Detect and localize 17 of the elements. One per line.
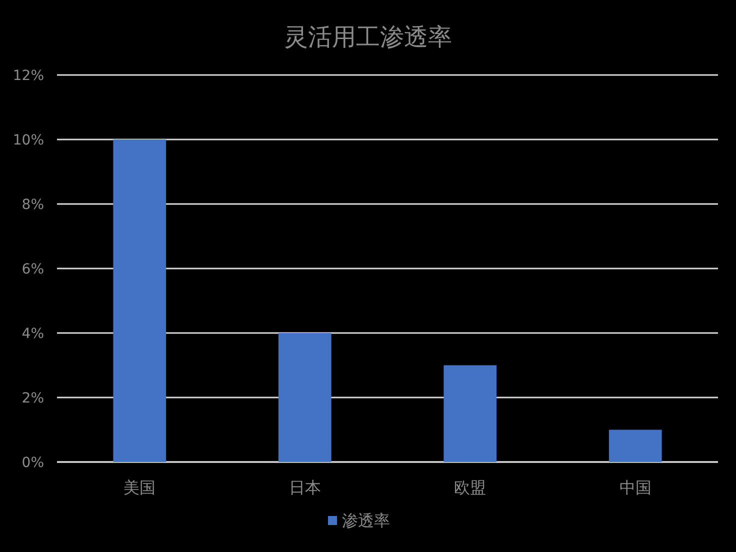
bar — [113, 140, 166, 462]
x-tick-label: 美国 — [124, 478, 156, 497]
x-tick-label: 欧盟 — [454, 478, 486, 497]
bar — [444, 365, 497, 462]
y-tick-label: 10% — [12, 132, 44, 148]
bar — [278, 333, 332, 462]
chart-title: 灵活用工渗透率 — [284, 23, 452, 51]
y-tick-label: 0% — [22, 455, 44, 471]
y-tick-label: 2% — [22, 390, 44, 406]
x-tick-label: 日本 — [288, 478, 321, 497]
bar — [608, 430, 662, 462]
x-tick-label: 中国 — [619, 478, 652, 497]
y-tick-label: 6% — [22, 262, 44, 278]
y-tick-label: 8% — [22, 197, 44, 213]
y-tick-label: 4% — [22, 326, 44, 342]
legend-label: 渗透率 — [342, 511, 390, 530]
y-tick-label: 12% — [12, 68, 44, 84]
